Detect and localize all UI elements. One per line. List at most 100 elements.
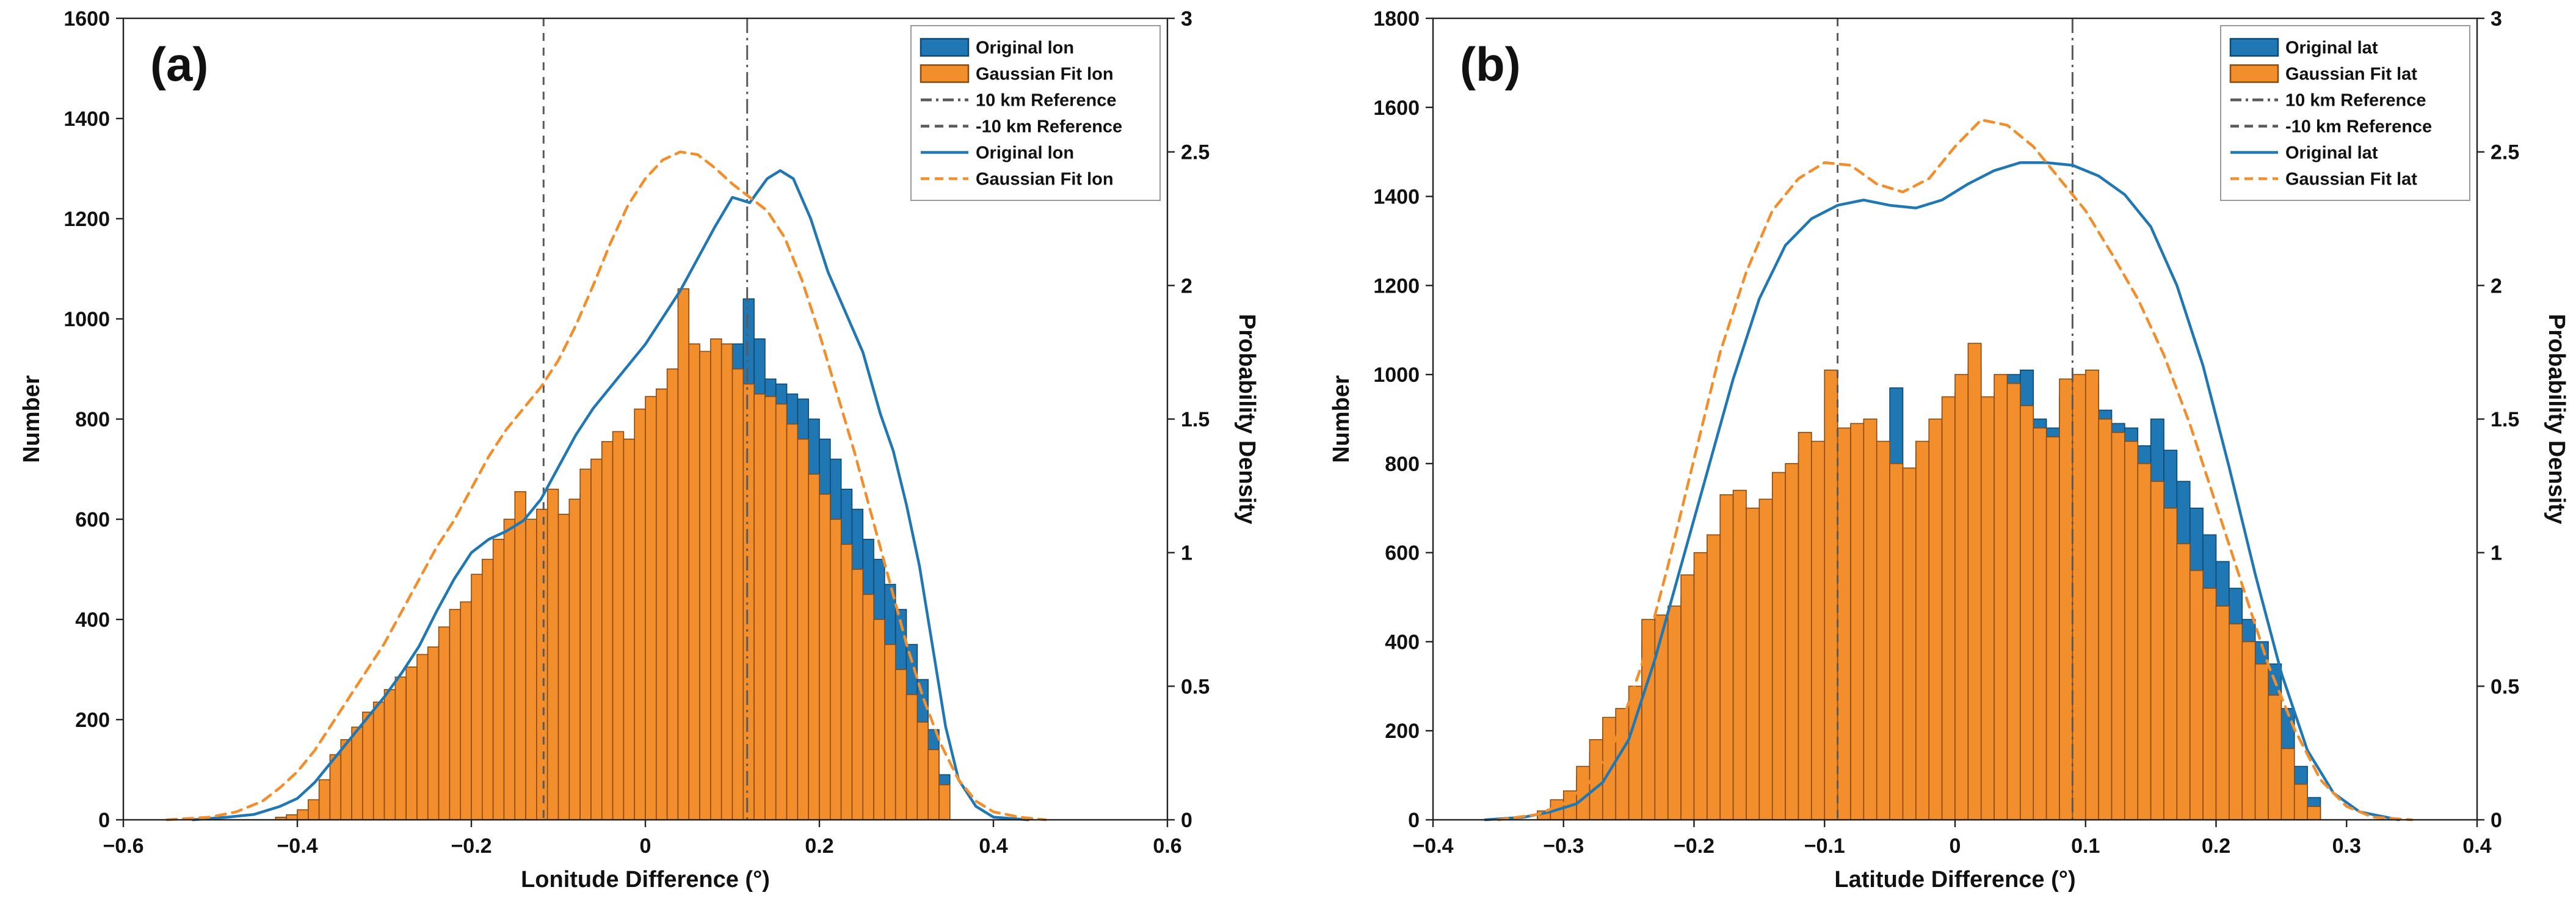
hist-bar <box>2137 463 2152 820</box>
y-tick-label-left: 1400 <box>1373 186 1420 209</box>
panel-a-chart: −0.6 −0.4 −0.2 0 0.2 0.4 0.6020040060080010001… <box>19 7 1259 893</box>
x-tick-label: 0.2 <box>2202 834 2230 858</box>
hist-bar <box>1967 343 1982 820</box>
x-tick-label: 0.4 <box>979 834 1007 858</box>
legend-label: -10 km Reference <box>2285 117 2432 137</box>
y-tick-label-right: 3 <box>1181 7 1192 31</box>
panel-label: (a) <box>150 37 208 91</box>
hist-bar <box>2045 436 2060 820</box>
hist-bar <box>1719 494 1734 820</box>
y-tick-label-left: 200 <box>75 709 110 732</box>
y-tick-label-left: 600 <box>75 508 110 531</box>
y-tick-label-left: 800 <box>1385 453 1420 476</box>
y-tick-label-left: 600 <box>1385 542 1420 565</box>
hist-bar <box>514 491 526 820</box>
panel-b: −0.4 −0.3 −0.2 −0.1 0 0.1 0.2 0.3 0.4 0 200 400 600 8… <box>1317 0 2569 898</box>
hist-bar <box>362 711 374 820</box>
histogram-gaussian-fit <box>275 288 951 820</box>
hist-bar <box>634 408 646 820</box>
hist-bar <box>1680 574 1695 820</box>
x-tick-label: −0.3 <box>1543 834 1584 858</box>
y-tick-label-right: 0 <box>1181 809 1192 832</box>
y-axis-title-left: Number <box>1329 375 1354 463</box>
hist-bar <box>1641 619 1656 820</box>
y-tick-label-right: 2 <box>1181 274 1192 298</box>
hist-bar <box>612 431 625 820</box>
y-tick-label-right: 1 <box>2491 542 2502 565</box>
x-tick-label: 0.1 <box>2071 834 2100 858</box>
hist-bar <box>438 626 451 820</box>
hist-bar <box>1732 489 1747 820</box>
hist-bar <box>710 338 722 820</box>
hist-bar <box>2006 382 2021 820</box>
legend-label: Gaussian Fit lon <box>976 170 1114 189</box>
hist-bar <box>525 519 537 820</box>
y-tick-label-right: 1 <box>1181 542 1192 565</box>
hist-bar <box>351 726 363 820</box>
hist-bar <box>471 574 483 820</box>
hist-bar <box>492 538 505 820</box>
x-tick-label: 0 <box>1950 834 1961 858</box>
hist-bar <box>797 438 809 820</box>
hist-bar <box>688 343 700 820</box>
x-tick-label: 0.2 <box>805 834 833 858</box>
hist-bar <box>372 701 385 820</box>
hist-bar <box>1771 472 1786 820</box>
hist-bar <box>590 458 603 820</box>
hist-bar <box>2268 695 2282 820</box>
legend-label: Gaussian Fit lat <box>2285 65 2417 84</box>
hist-bar <box>666 368 679 820</box>
x-axis-title: Latitude Difference (°) <box>1834 867 2075 893</box>
hist-bar <box>2202 588 2217 820</box>
hist-bar <box>1876 440 1890 820</box>
hist-bar <box>862 594 874 820</box>
hist-bar <box>568 498 581 820</box>
hist-bar <box>579 469 592 820</box>
hist-bar <box>775 403 788 820</box>
hist-bar <box>1824 370 1838 820</box>
histogram-gaussian-fit <box>1537 343 2321 820</box>
y-tick-label-left: 400 <box>1385 630 1420 654</box>
hist-bar <box>2189 570 2204 820</box>
hist-bar <box>1928 418 1943 820</box>
y-tick-label-left: 1600 <box>1373 97 1420 120</box>
y-tick-label-left: 1000 <box>1373 363 1420 387</box>
density-curve-orange <box>1497 118 2414 822</box>
y-axis-title-left: Number <box>19 375 45 463</box>
hist-bar <box>1693 552 1708 820</box>
hist-bar <box>318 779 331 820</box>
hist-bar <box>677 288 690 820</box>
hist-bar <box>2124 440 2139 820</box>
hist-bar <box>383 689 396 820</box>
y-axis-title-right: Probability Density <box>2544 314 2569 524</box>
hist-bar <box>1837 427 1851 820</box>
legend-label: 10 km Reference <box>976 91 1117 111</box>
hist-bar <box>1602 717 1617 820</box>
hist-bar <box>1785 463 1799 820</box>
hist-bar <box>1746 507 1760 820</box>
hist-bar <box>2307 806 2321 820</box>
hist-bar <box>830 519 842 820</box>
hist-bar <box>2059 378 2073 820</box>
hist-bar <box>416 654 429 820</box>
legend-swatch-orange <box>920 64 970 83</box>
hist-bar <box>905 694 918 820</box>
legend-label: Original lat <box>2285 38 2378 58</box>
hist-bar <box>1850 423 1865 820</box>
hist-bar <box>938 784 951 820</box>
y-tick-label-left: 1000 <box>63 308 110 331</box>
hist-bar <box>449 608 461 820</box>
hist-bar <box>460 601 472 820</box>
hist-bar <box>405 666 418 820</box>
y-tick-label-left: 0 <box>1408 809 1420 832</box>
density-curve-blue <box>1484 161 2400 822</box>
hist-bar <box>2084 370 2099 820</box>
legend: Original lat Gaussian Fit lat 10 km Refere… <box>2220 25 2470 201</box>
hist-bar <box>2241 641 2256 820</box>
hist-bar <box>329 754 342 820</box>
x-tick-label: 0.6 <box>1153 834 1181 858</box>
y-tick-label-right: 2.5 <box>2491 141 2519 164</box>
hist-bar <box>699 351 711 820</box>
y-tick-label-left: 800 <box>75 408 110 431</box>
